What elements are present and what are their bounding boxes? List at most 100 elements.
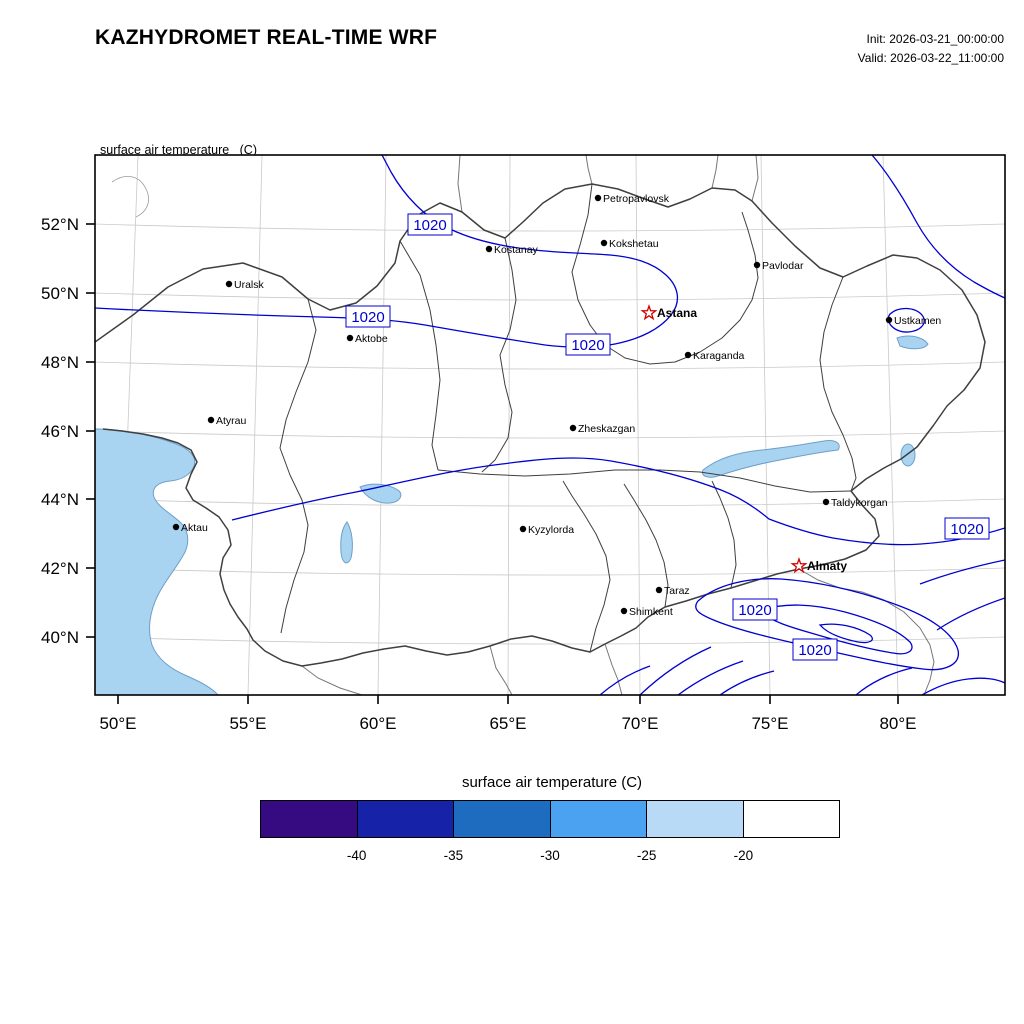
city-marker: Pavlodar (753, 260, 804, 272)
city-marker: Aktau (172, 522, 208, 534)
city-marker: Kostanay (485, 244, 539, 256)
y-axis-label: 50°N (41, 284, 79, 303)
isobar-label-box (407, 213, 453, 236)
y-axis-label: 46°N (41, 422, 79, 441)
city-marker: Petropavlovsk (594, 193, 670, 205)
colorbar (260, 800, 840, 838)
city-marker: Taraz (655, 585, 690, 597)
city-marker: Taldykorgan (822, 497, 888, 509)
colorbar-tick-label: -35 (443, 848, 464, 863)
caspian-sea (95, 428, 219, 695)
field-label-temperature: surface air temperature (C) (100, 142, 257, 157)
x-axis-label: 80°E (879, 714, 916, 733)
city-marker: Atyrau (207, 415, 247, 427)
city-label: Kostanay (494, 244, 539, 256)
city-label: Aktau (181, 522, 208, 534)
city-dot (684, 351, 692, 359)
oblast-borders (279, 183, 857, 653)
colorbar-title: surface air temperature (C) (461, 774, 643, 791)
city-label: Aktobe (355, 333, 388, 345)
cities-layer: Petropavlovsk Kostanay Kokshetau Pavlodar Ur… (172, 193, 941, 618)
capital-star-icon (640, 303, 658, 321)
city-label: Pavlodar (762, 260, 804, 272)
isobar-label-text: 1020 (351, 309, 384, 326)
city-dot (753, 261, 761, 269)
city-dot (346, 334, 354, 342)
city-dot (594, 194, 602, 202)
lake-alakol (900, 443, 916, 467)
isobar-label: 1020 (565, 333, 611, 356)
capital-star-icon (790, 556, 808, 574)
colorbar-tick-label: -40 (346, 848, 367, 863)
city-dot (225, 280, 233, 288)
isobar-label: 1020 (792, 638, 838, 661)
city-label: Taraz (664, 585, 690, 597)
city-label: Karaganda (693, 350, 745, 362)
isobar-label: 1020 (345, 305, 391, 328)
city-label: Kyzylorda (528, 524, 574, 536)
lake-balkhash (701, 440, 840, 478)
city-label: Zheskazgan (578, 423, 635, 435)
city-label: Atyrau (216, 415, 247, 427)
isobar-labels-layer: 1020 1020 1020 1020 1020 1020 (345, 213, 990, 661)
isobar-label-text: 1020 (798, 642, 831, 659)
isobar-label: 1020 (944, 517, 990, 540)
city-dot (822, 498, 830, 506)
isobars (95, 155, 1005, 695)
valid-time: Valid: 2026-03-22_11:00:00 (857, 50, 1004, 65)
city-label: Shimkent (629, 606, 673, 618)
map-background (95, 155, 1005, 695)
city-dot (600, 239, 608, 247)
graticule (95, 155, 1005, 695)
y-axis-label: 42°N (41, 559, 79, 578)
colorbar-segment (549, 800, 647, 838)
y-axis-label: 48°N (41, 353, 79, 372)
city-dot (885, 316, 893, 324)
init-time: Init: 2026-03-21_00:00:00 (866, 32, 1004, 46)
isobar-label-text: 1020 (950, 521, 983, 538)
map-frame (94, 154, 1006, 696)
x-axis-label: 65°E (489, 714, 526, 733)
city-marker: Aktobe (346, 333, 388, 345)
colorbar-tick-label: -25 (636, 848, 657, 863)
city-label: Ustkamen (894, 315, 941, 327)
colorbar-tick-label: -30 (540, 848, 560, 863)
x-axis-label: 60°E (359, 714, 396, 733)
city-dot (485, 245, 493, 253)
isobar-label: 1020 (732, 598, 778, 621)
city-label: Kokshetau (609, 238, 659, 250)
capital-marker: Astana (640, 303, 697, 321)
isobar-label-box (345, 305, 391, 328)
city-marker: Zheskazgan (569, 423, 635, 435)
city-marker: Kyzylorda (519, 524, 574, 536)
capital-marker: Almaty (790, 556, 847, 574)
city-label: Uralsk (234, 279, 265, 291)
isobar-label-text: 1020 (738, 602, 771, 619)
axes-layer: 52°N 50°N 48°N 46°N 44°N 42°N 40°N 50°E 55°E 60°E… (41, 215, 917, 733)
city-marker: Kokshetau (600, 238, 659, 250)
isobar-label-box (944, 517, 990, 540)
city-dot (519, 525, 527, 533)
y-axis-label: 40°N (41, 628, 79, 647)
city-marker: Shimkent (620, 606, 673, 618)
x-axis-label: 55°E (229, 714, 266, 733)
colorbar-segment (742, 800, 840, 838)
kazakhstan-outline (95, 183, 986, 667)
colorbar-segment (453, 800, 551, 838)
city-marker: Ustkamen (885, 315, 941, 327)
isobar-label-text: 1020 (571, 337, 604, 354)
colorbar-segment (260, 800, 358, 838)
city-marker: Uralsk (225, 279, 265, 291)
country-borders (95, 183, 986, 667)
capital-label: Astana (657, 306, 697, 320)
y-axis-label: 44°N (41, 490, 79, 509)
isobar-label-text: 1020 (413, 217, 446, 234)
city-marker: Karaganda (684, 350, 745, 362)
colorbar-tick-label: -20 (733, 848, 754, 863)
run-info: Init: 2026-03-21_00:00:00 Valid: 2026-03… (858, 30, 1004, 67)
weather-map: 1020 1020 1020 1020 1020 1020 Petropavlovsk Ko… (41, 154, 1006, 733)
foreign-borders (111, 155, 935, 695)
y-axis-label: 52°N (41, 215, 79, 234)
x-axis-label: 70°E (621, 714, 658, 733)
